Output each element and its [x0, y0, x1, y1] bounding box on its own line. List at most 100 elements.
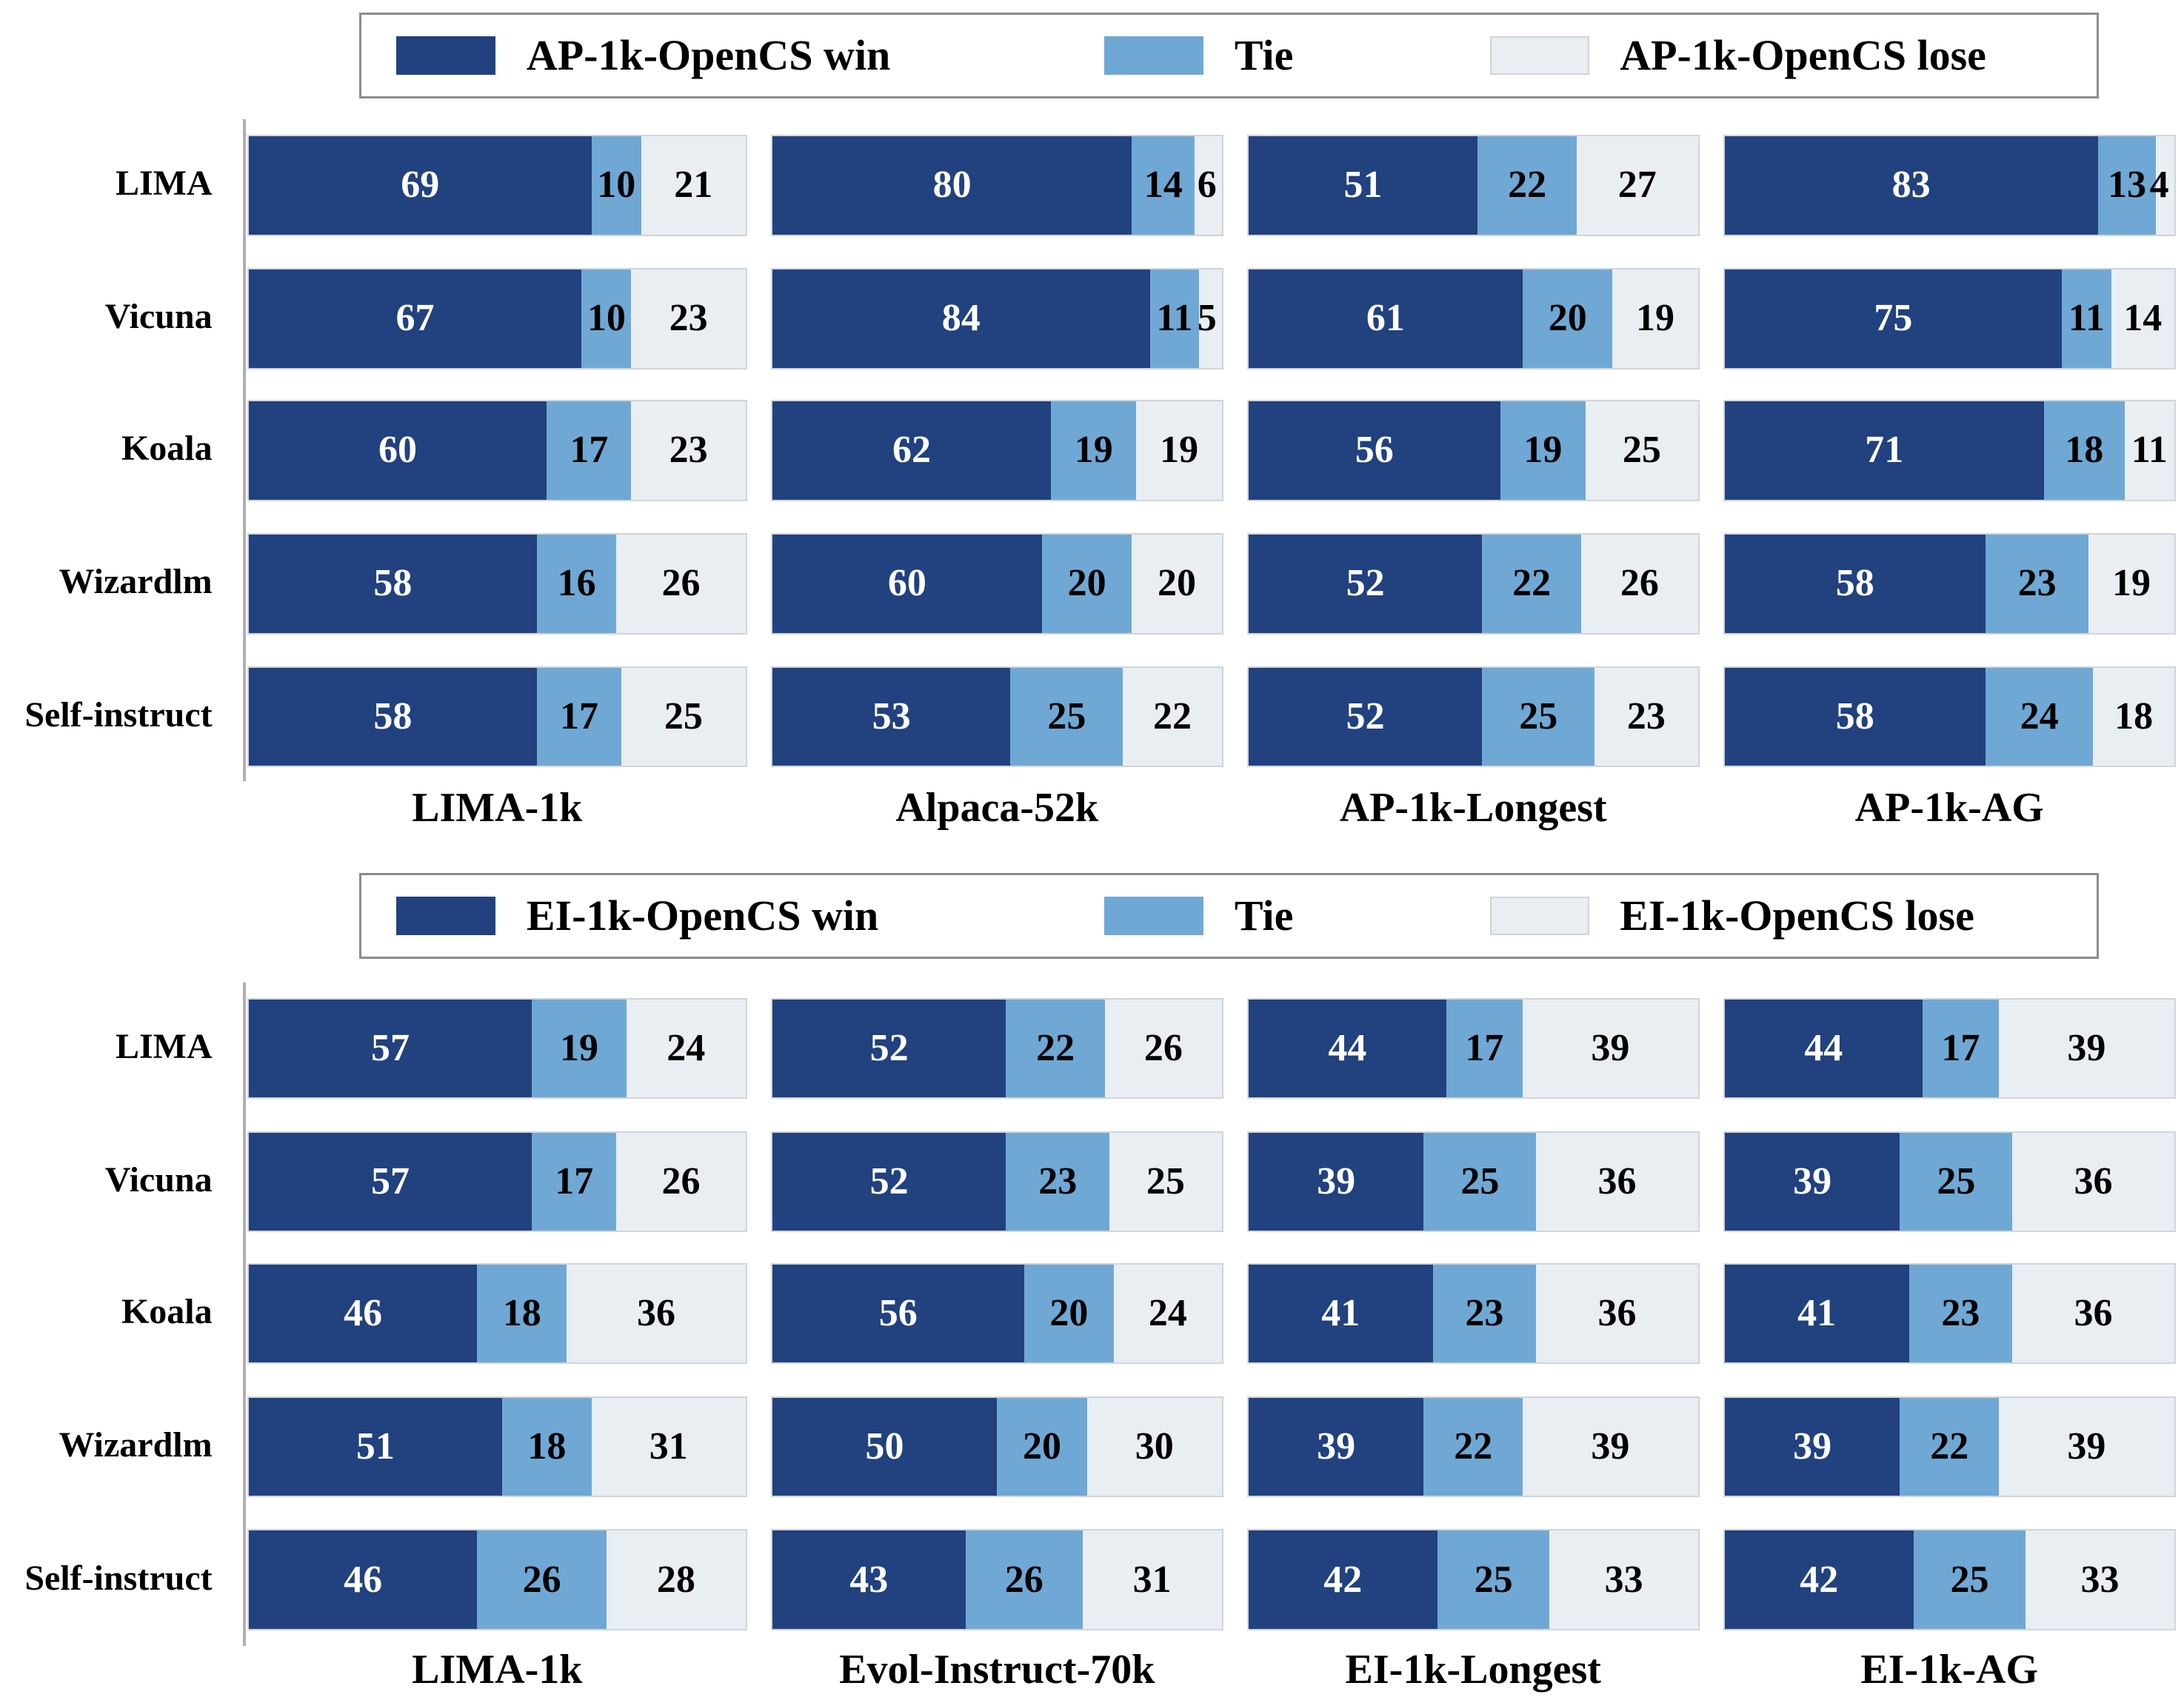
- chart-1-panel-1-bar-1-seg-1: [248, 135, 592, 235]
- chart-1-panel-2-bar-1-seg-2: [1132, 135, 1195, 235]
- chart-1-panel-3-bar-1-seg-2: [1477, 135, 1577, 235]
- chart-2-panel-2-bar-3-value-3: 24: [1148, 1292, 1187, 1334]
- chart-1-panel-title-3: AP-1k-Longest: [1339, 784, 1607, 831]
- chart-2-panel-3-bar-5-seg-2: [1437, 1530, 1550, 1630]
- chart-2-panel-4-bar-3: [1723, 1262, 2176, 1365]
- chart-1-panel-3-bar-3-seg-2: [1500, 401, 1586, 500]
- chart-2-panel-3-bar-2-seg-1: [1248, 1132, 1424, 1231]
- chart-2-panel-1-bar-4: [247, 1396, 747, 1498]
- chart-2-panel-3-bar-2-value-1: 39: [1317, 1159, 1356, 1202]
- chart-2-panel-2-bar-1-seg-2: [1006, 999, 1105, 1098]
- chart-1-panel-3-bar-2: [1246, 267, 1700, 369]
- chart-1-panel-4-bar-2: [1723, 267, 2176, 369]
- chart-2-y-axis: [243, 982, 247, 1646]
- chart-2-panel-2-bar-1-value-3: 26: [1143, 1027, 1183, 1070]
- chart-1-panel-2-bar-5-seg-3: [1123, 667, 1222, 766]
- chart-2-row-label-lima: LIMA: [115, 1027, 213, 1067]
- chart-1-panel-2-bar-2-seg-2: [1149, 269, 1200, 368]
- chart-1-panel-2-bar-1: [770, 134, 1223, 236]
- chart-2-panel-3-bar-2-value-3: 36: [1597, 1159, 1637, 1202]
- chart-1-panel-4-bar-1: [1723, 134, 2176, 236]
- chart-2-panel-4-bar-4-seg-1: [1724, 1397, 1900, 1496]
- chart-2-legend-label-3: EI-1k-OpenCS lose: [1620, 891, 1974, 940]
- chart-2-panel-1-bar-2-seg-1: [248, 1132, 532, 1231]
- chart-1-panel-2-bar-2: [770, 267, 1223, 369]
- chart-1-panel-1-bar-3-value-3: 23: [669, 429, 708, 472]
- chart-1-panel-4-bar-5-value-3: 18: [2114, 695, 2154, 738]
- chart-1-panel-1-bar-2-value-3: 23: [669, 297, 708, 340]
- chart-1-panel-1-bar-2: [247, 267, 747, 369]
- chart-1-panel-3-bar-5-value-1: 52: [1346, 695, 1385, 738]
- chart-1-panel-4-bar-4: [1723, 532, 2176, 635]
- chart-2-panel-1-bar-1-value-1: 57: [370, 1027, 410, 1070]
- chart-1-panel-4-bar-1-seg-3: [2156, 135, 2174, 235]
- chart-2-panel-2-bar-5-seg-1: [772, 1530, 966, 1630]
- chart-2-panel-3-bar-2-seg-2: [1423, 1132, 1537, 1231]
- chart-2-panel-3-bar-3-seg-3: [1536, 1264, 1698, 1363]
- chart-2-panel-4-bar-3-seg-2: [1909, 1264, 2013, 1363]
- chart-2-panel-2-bar-1-value-1: 52: [869, 1027, 909, 1070]
- chart-1-panel-1-bar-4: [247, 532, 747, 635]
- chart-2-panel-3-bar-4-value-2: 22: [1454, 1425, 1493, 1468]
- chart-2-panel-2-bar-5: [770, 1529, 1223, 1631]
- chart-1-panel-3-bar-2-seg-2: [1523, 269, 1613, 368]
- chart-2-panel-3-bar-1-seg-1: [1248, 999, 1446, 1098]
- chart-2-panel-1-bar-4-value-2: 18: [527, 1425, 567, 1468]
- chart-1-panel-2-bar-1-value-1: 80: [932, 164, 972, 207]
- chart-1-panel-3-bar-1-value-1: 51: [1343, 164, 1383, 207]
- chart-2-panel-3-bar-2-value-2: 25: [1460, 1159, 1500, 1202]
- chart-2-legend-swatch-1: [396, 896, 496, 935]
- chart-1-panel-4-bar-2-value-2: 11: [2068, 297, 2105, 340]
- chart-1-panel-2-bar-1-seg-1: [772, 135, 1132, 235]
- chart-2-panel-title-4: EI-1k-AG: [1860, 1646, 2039, 1693]
- chart-1-panel-3-bar-3-seg-3: [1585, 401, 1698, 500]
- chart-1-row-label-vicuna: Vicuna: [104, 297, 213, 337]
- chart-1-panel-2-bar-1-seg-3: [1195, 135, 1222, 235]
- chart-1-panel-4-bar-3-seg-1: [1724, 401, 2044, 500]
- chart-2-panel-3-bar-5-value-2: 25: [1474, 1558, 1513, 1601]
- chart-1-panel-1-bar-2-value-1: 67: [395, 297, 435, 340]
- chart-2-panel-2-bar-4: [770, 1396, 1223, 1498]
- chart-1-panel-2-bar-2-value-1: 84: [941, 297, 981, 340]
- chart-1-panel-3-bar-5-value-2: 25: [1519, 695, 1558, 738]
- chart-1-panel-4-bar-3-value-1: 71: [1865, 429, 1904, 472]
- chart-1-panel-4-bar-1-value-2: 13: [2107, 164, 2146, 207]
- chart-2-panel-1-bar-4-value-3: 31: [649, 1425, 688, 1468]
- chart-2-panel-1-bar-4-value-1: 51: [355, 1425, 395, 1468]
- chart-1-panel-1-bar-2-value-2: 10: [587, 297, 626, 340]
- chart-1-panel-1-bar-4-seg-3: [616, 534, 746, 633]
- chart-2-panel-3-bar-5-value-1: 42: [1323, 1558, 1363, 1601]
- chart-1-panel-4-bar-4-value-2: 23: [2017, 562, 2057, 605]
- chart-1-panel-4-bar-3: [1723, 399, 2176, 501]
- chart-1-panel-1-bar-3-seg-2: [547, 401, 632, 500]
- chart-2-panel-2-bar-2: [770, 1131, 1223, 1233]
- chart-2-panel-4-bar-4-seg-2: [1900, 1397, 1999, 1496]
- chart-2-panel-4-bar-5-value-2: 25: [1950, 1558, 1989, 1601]
- chart-1-panel-4-bar-5-value-2: 24: [2020, 695, 2059, 738]
- chart-1-panel-4-bar-4-seg-2: [1985, 534, 2089, 633]
- chart-1-legend-label-2: Tie: [1234, 30, 1294, 79]
- chart-1-panel-4-bar-4-value-1: 58: [1835, 562, 1874, 605]
- chart-2-panel-4-bar-5-seg-1: [1724, 1530, 1914, 1630]
- chart-1-panel-3-bar-2-value-2: 20: [1548, 297, 1587, 340]
- chart-1-panel-3-bar-3-value-3: 25: [1622, 429, 1661, 472]
- chart-1-row-label-self-instruct: Self-instruct: [24, 695, 213, 735]
- chart-2-panel-2-bar-1-seg-3: [1104, 999, 1222, 1098]
- chart-1-panel-2-bar-2-value-2: 11: [1156, 297, 1193, 340]
- chart-2-panel-3-bar-4: [1246, 1396, 1700, 1498]
- chart-2-panel-3-bar-1-value-2: 17: [1465, 1027, 1504, 1070]
- chart-2-panel-2-bar-1: [770, 997, 1223, 1100]
- chart-1-panel-1-bar-5-value-3: 25: [664, 695, 703, 738]
- chart-1-panel-1-bar-4-seg-1: [248, 534, 537, 633]
- chart-1-panel-1-bar-3-value-2: 17: [570, 429, 609, 472]
- chart-2-panel-1-bar-5-value-3: 28: [656, 1558, 695, 1601]
- chart-1-panel-1-bar-1-seg-2: [591, 135, 641, 235]
- chart-1-panel-2-bar-2-value-3: 5: [1197, 297, 1217, 340]
- chart-2-panel-1-bar-3: [247, 1262, 747, 1365]
- chart-1-panel-3-bar-5-seg-2: [1482, 667, 1595, 766]
- chart-2-panel-4-bar-3-value-3: 36: [2074, 1292, 2113, 1334]
- chart-2-panel-1-bar-2: [247, 1131, 747, 1233]
- chart-2-panel-1-bar-5-seg-3: [606, 1530, 746, 1630]
- chart-1-panel-2-bar-5: [770, 666, 1223, 768]
- chart-2-panel-2-bar-3-seg-1: [772, 1264, 1024, 1363]
